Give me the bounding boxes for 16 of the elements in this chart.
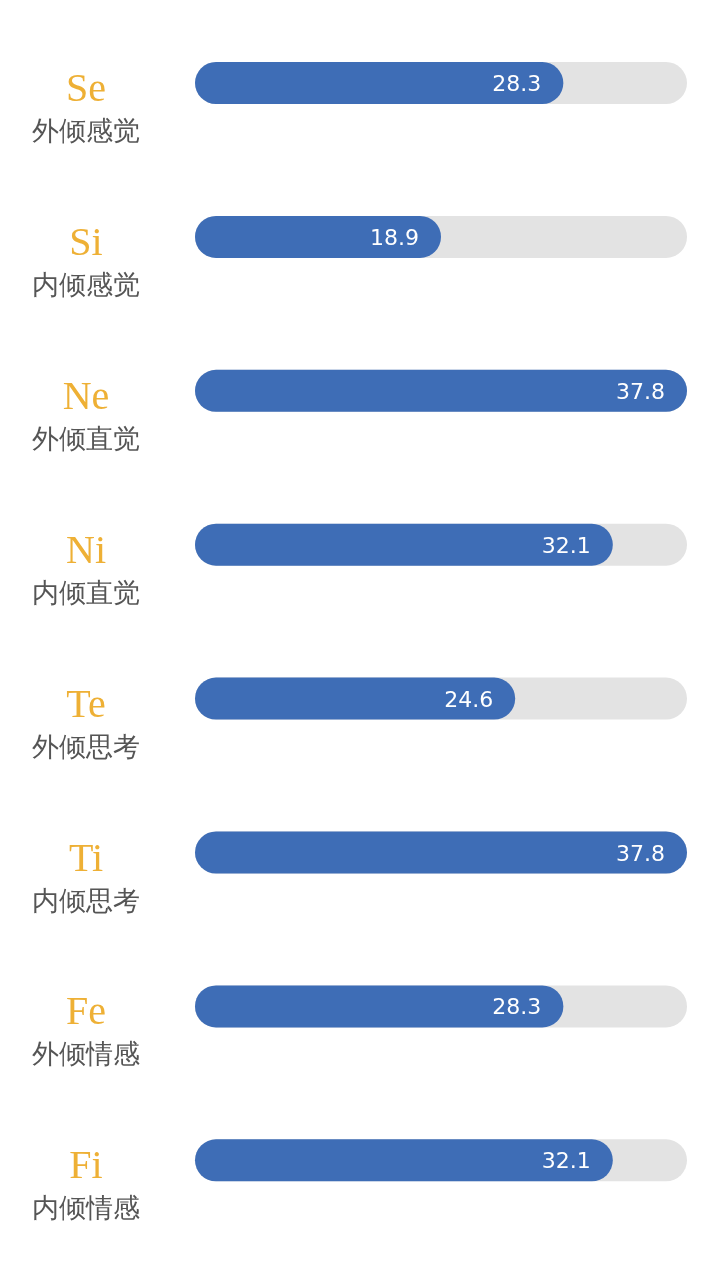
data-label: 24.6 bbox=[444, 686, 494, 712]
y-tick-label: Ti 内倾思考 bbox=[32, 834, 140, 916]
y-tick-label: Fi 内倾情感 bbox=[32, 1142, 140, 1224]
data-label: 32.1 bbox=[541, 1148, 591, 1174]
y-tick-label: Si 内倾感觉 bbox=[32, 218, 140, 300]
y-tick-label: Ne 外倾直觉 bbox=[32, 372, 140, 454]
y-tick-label: Fe 外倾情感 bbox=[32, 988, 140, 1070]
data-label: 37.8 bbox=[616, 840, 665, 866]
data-label: 28.3 bbox=[492, 71, 542, 96]
y-tick-label: Se 外倾感觉 bbox=[32, 65, 140, 146]
data-label: 28.3 bbox=[492, 994, 542, 1020]
y-tick-label: Te 外倾思考 bbox=[32, 680, 140, 762]
y-tick-label: Ni 内倾直觉 bbox=[32, 526, 140, 608]
data-label: 37.8 bbox=[616, 378, 665, 404]
data-label: 32.1 bbox=[541, 532, 591, 558]
data-label: 18.9 bbox=[370, 224, 419, 250]
